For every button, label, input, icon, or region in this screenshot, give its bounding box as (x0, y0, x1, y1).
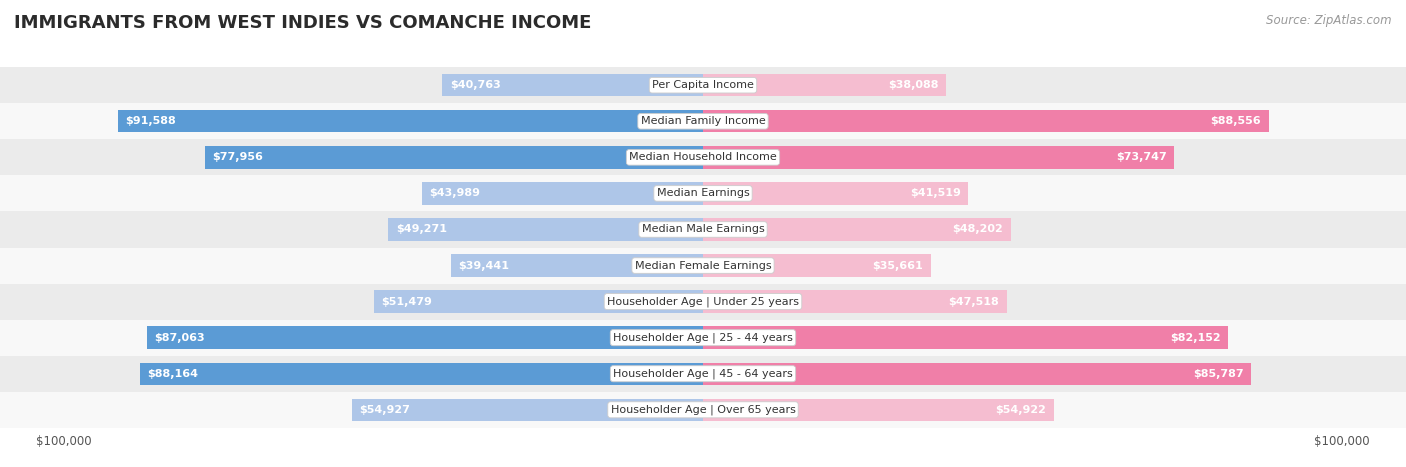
Text: $41,519: $41,519 (910, 188, 960, 198)
Text: $35,661: $35,661 (873, 261, 924, 270)
Text: $48,202: $48,202 (953, 225, 1004, 234)
Bar (422, 182, 703, 205)
Bar (0, 139, 1406, 176)
Bar (0, 283, 1406, 319)
Text: $38,088: $38,088 (889, 80, 939, 90)
Bar (703, 290, 1007, 313)
Text: $88,556: $88,556 (1211, 116, 1261, 126)
Text: $87,063: $87,063 (155, 333, 205, 343)
Text: $91,588: $91,588 (125, 116, 176, 126)
Bar (146, 326, 703, 349)
Bar (703, 218, 1011, 241)
Text: $88,164: $88,164 (148, 369, 198, 379)
Bar (443, 74, 703, 96)
Bar (703, 362, 1251, 385)
Legend: Immigrants from West Indies, Comanche: Immigrants from West Indies, Comanche (550, 465, 856, 467)
Text: $77,956: $77,956 (212, 152, 263, 163)
Bar (139, 362, 703, 385)
Bar (703, 399, 1054, 421)
Bar (703, 182, 969, 205)
Bar (0, 356, 1406, 392)
Text: $54,927: $54,927 (360, 405, 411, 415)
Text: Median Family Income: Median Family Income (641, 116, 765, 126)
Text: $54,922: $54,922 (995, 405, 1046, 415)
Text: $49,271: $49,271 (395, 225, 447, 234)
Bar (703, 110, 1270, 133)
Bar (0, 176, 1406, 212)
Text: $73,747: $73,747 (1116, 152, 1167, 163)
Text: IMMIGRANTS FROM WEST INDIES VS COMANCHE INCOME: IMMIGRANTS FROM WEST INDIES VS COMANCHE … (14, 14, 592, 32)
Text: $47,518: $47,518 (948, 297, 1000, 307)
Text: Householder Age | 45 - 64 years: Householder Age | 45 - 64 years (613, 368, 793, 379)
Bar (0, 212, 1406, 248)
Text: $51,479: $51,479 (381, 297, 433, 307)
Text: $39,441: $39,441 (458, 261, 509, 270)
Text: Householder Age | Under 25 years: Householder Age | Under 25 years (607, 297, 799, 307)
Bar (703, 74, 946, 96)
Text: $82,152: $82,152 (1170, 333, 1220, 343)
Text: Median Female Earnings: Median Female Earnings (634, 261, 772, 270)
Text: Source: ZipAtlas.com: Source: ZipAtlas.com (1267, 14, 1392, 27)
Bar (0, 319, 1406, 356)
Text: $85,787: $85,787 (1192, 369, 1243, 379)
Bar (118, 110, 703, 133)
Bar (374, 290, 703, 313)
Bar (352, 399, 703, 421)
Text: $40,763: $40,763 (450, 80, 501, 90)
Bar (0, 103, 1406, 139)
Text: Householder Age | Over 65 years: Householder Age | Over 65 years (610, 404, 796, 415)
Bar (388, 218, 703, 241)
Bar (703, 146, 1174, 169)
Text: Median Earnings: Median Earnings (657, 188, 749, 198)
Bar (205, 146, 703, 169)
Bar (451, 255, 703, 277)
Text: Median Household Income: Median Household Income (628, 152, 778, 163)
Text: Median Male Earnings: Median Male Earnings (641, 225, 765, 234)
Text: Householder Age | 25 - 44 years: Householder Age | 25 - 44 years (613, 333, 793, 343)
Bar (0, 67, 1406, 103)
Text: Per Capita Income: Per Capita Income (652, 80, 754, 90)
Bar (703, 326, 1227, 349)
Bar (0, 392, 1406, 428)
Bar (0, 248, 1406, 283)
Bar (703, 255, 931, 277)
Text: $43,989: $43,989 (430, 188, 481, 198)
